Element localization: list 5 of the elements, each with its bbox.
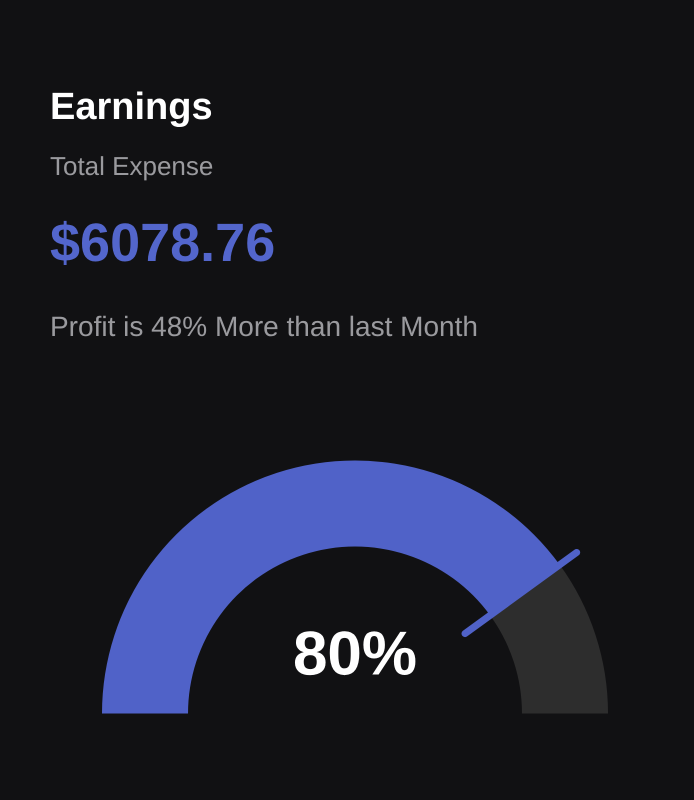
chart-subtitle: Total Expense — [50, 151, 214, 182]
text: Profit is 48% More than last Month — [50, 310, 479, 344]
text: $6078.76 — [50, 212, 276, 274]
chart-title: Earnings — [50, 86, 213, 129]
data-label: 80% — [292, 620, 418, 689]
